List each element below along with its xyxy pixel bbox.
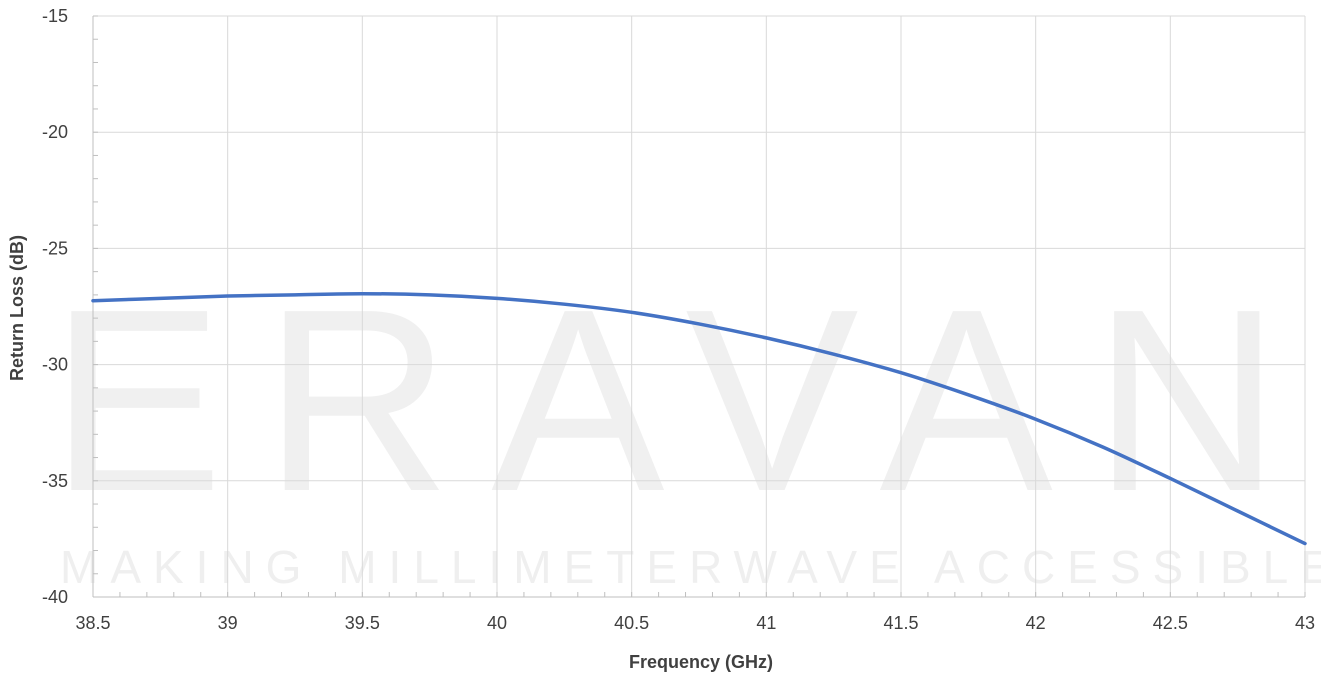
y-tick-label: -25 [42, 238, 68, 258]
x-axis-title: Frequency (GHz) [629, 652, 773, 672]
x-tick-label: 38.5 [75, 613, 110, 633]
y-tick-label: -30 [42, 355, 68, 375]
x-tick-label: 39.5 [345, 613, 380, 633]
x-tick-labels: 38.5 39 39.5 40 40.5 41 41.5 42 42.5 43 [75, 613, 1315, 633]
y-tick-label: -20 [42, 122, 68, 142]
watermark-tagline: MAKING MILLIMETERWAVE ACCESSIBLE [60, 541, 1321, 593]
y-axis-title: Return Loss (dB) [7, 235, 27, 381]
x-tick-label: 42.5 [1153, 613, 1188, 633]
x-tick-label: 42 [1026, 613, 1046, 633]
watermark: ERAVANT MAKING MILLIMETERWAVE ACCESSIBLE [50, 256, 1321, 593]
gridlines [93, 15, 1306, 597]
y-tick-label: -15 [42, 6, 68, 26]
axes [92, 16, 1305, 598]
y-tick-label: -35 [42, 471, 68, 491]
watermark-brand: ERAVANT [50, 256, 1321, 546]
x-tick-label: 43 [1295, 613, 1315, 633]
x-tick-label: 41.5 [883, 613, 918, 633]
x-tick-label: 40 [487, 613, 507, 633]
series-line-1 [91, 291, 1307, 546]
y-tick-label: -40 [42, 587, 68, 607]
y-tick-labels: -15 -20 -25 -30 -35 -40 [42, 6, 68, 607]
series-group [91, 291, 1307, 546]
x-tick-label: 40.5 [614, 613, 649, 633]
x-tick-label: 39 [218, 613, 238, 633]
x-tick-label: 41 [756, 613, 776, 633]
